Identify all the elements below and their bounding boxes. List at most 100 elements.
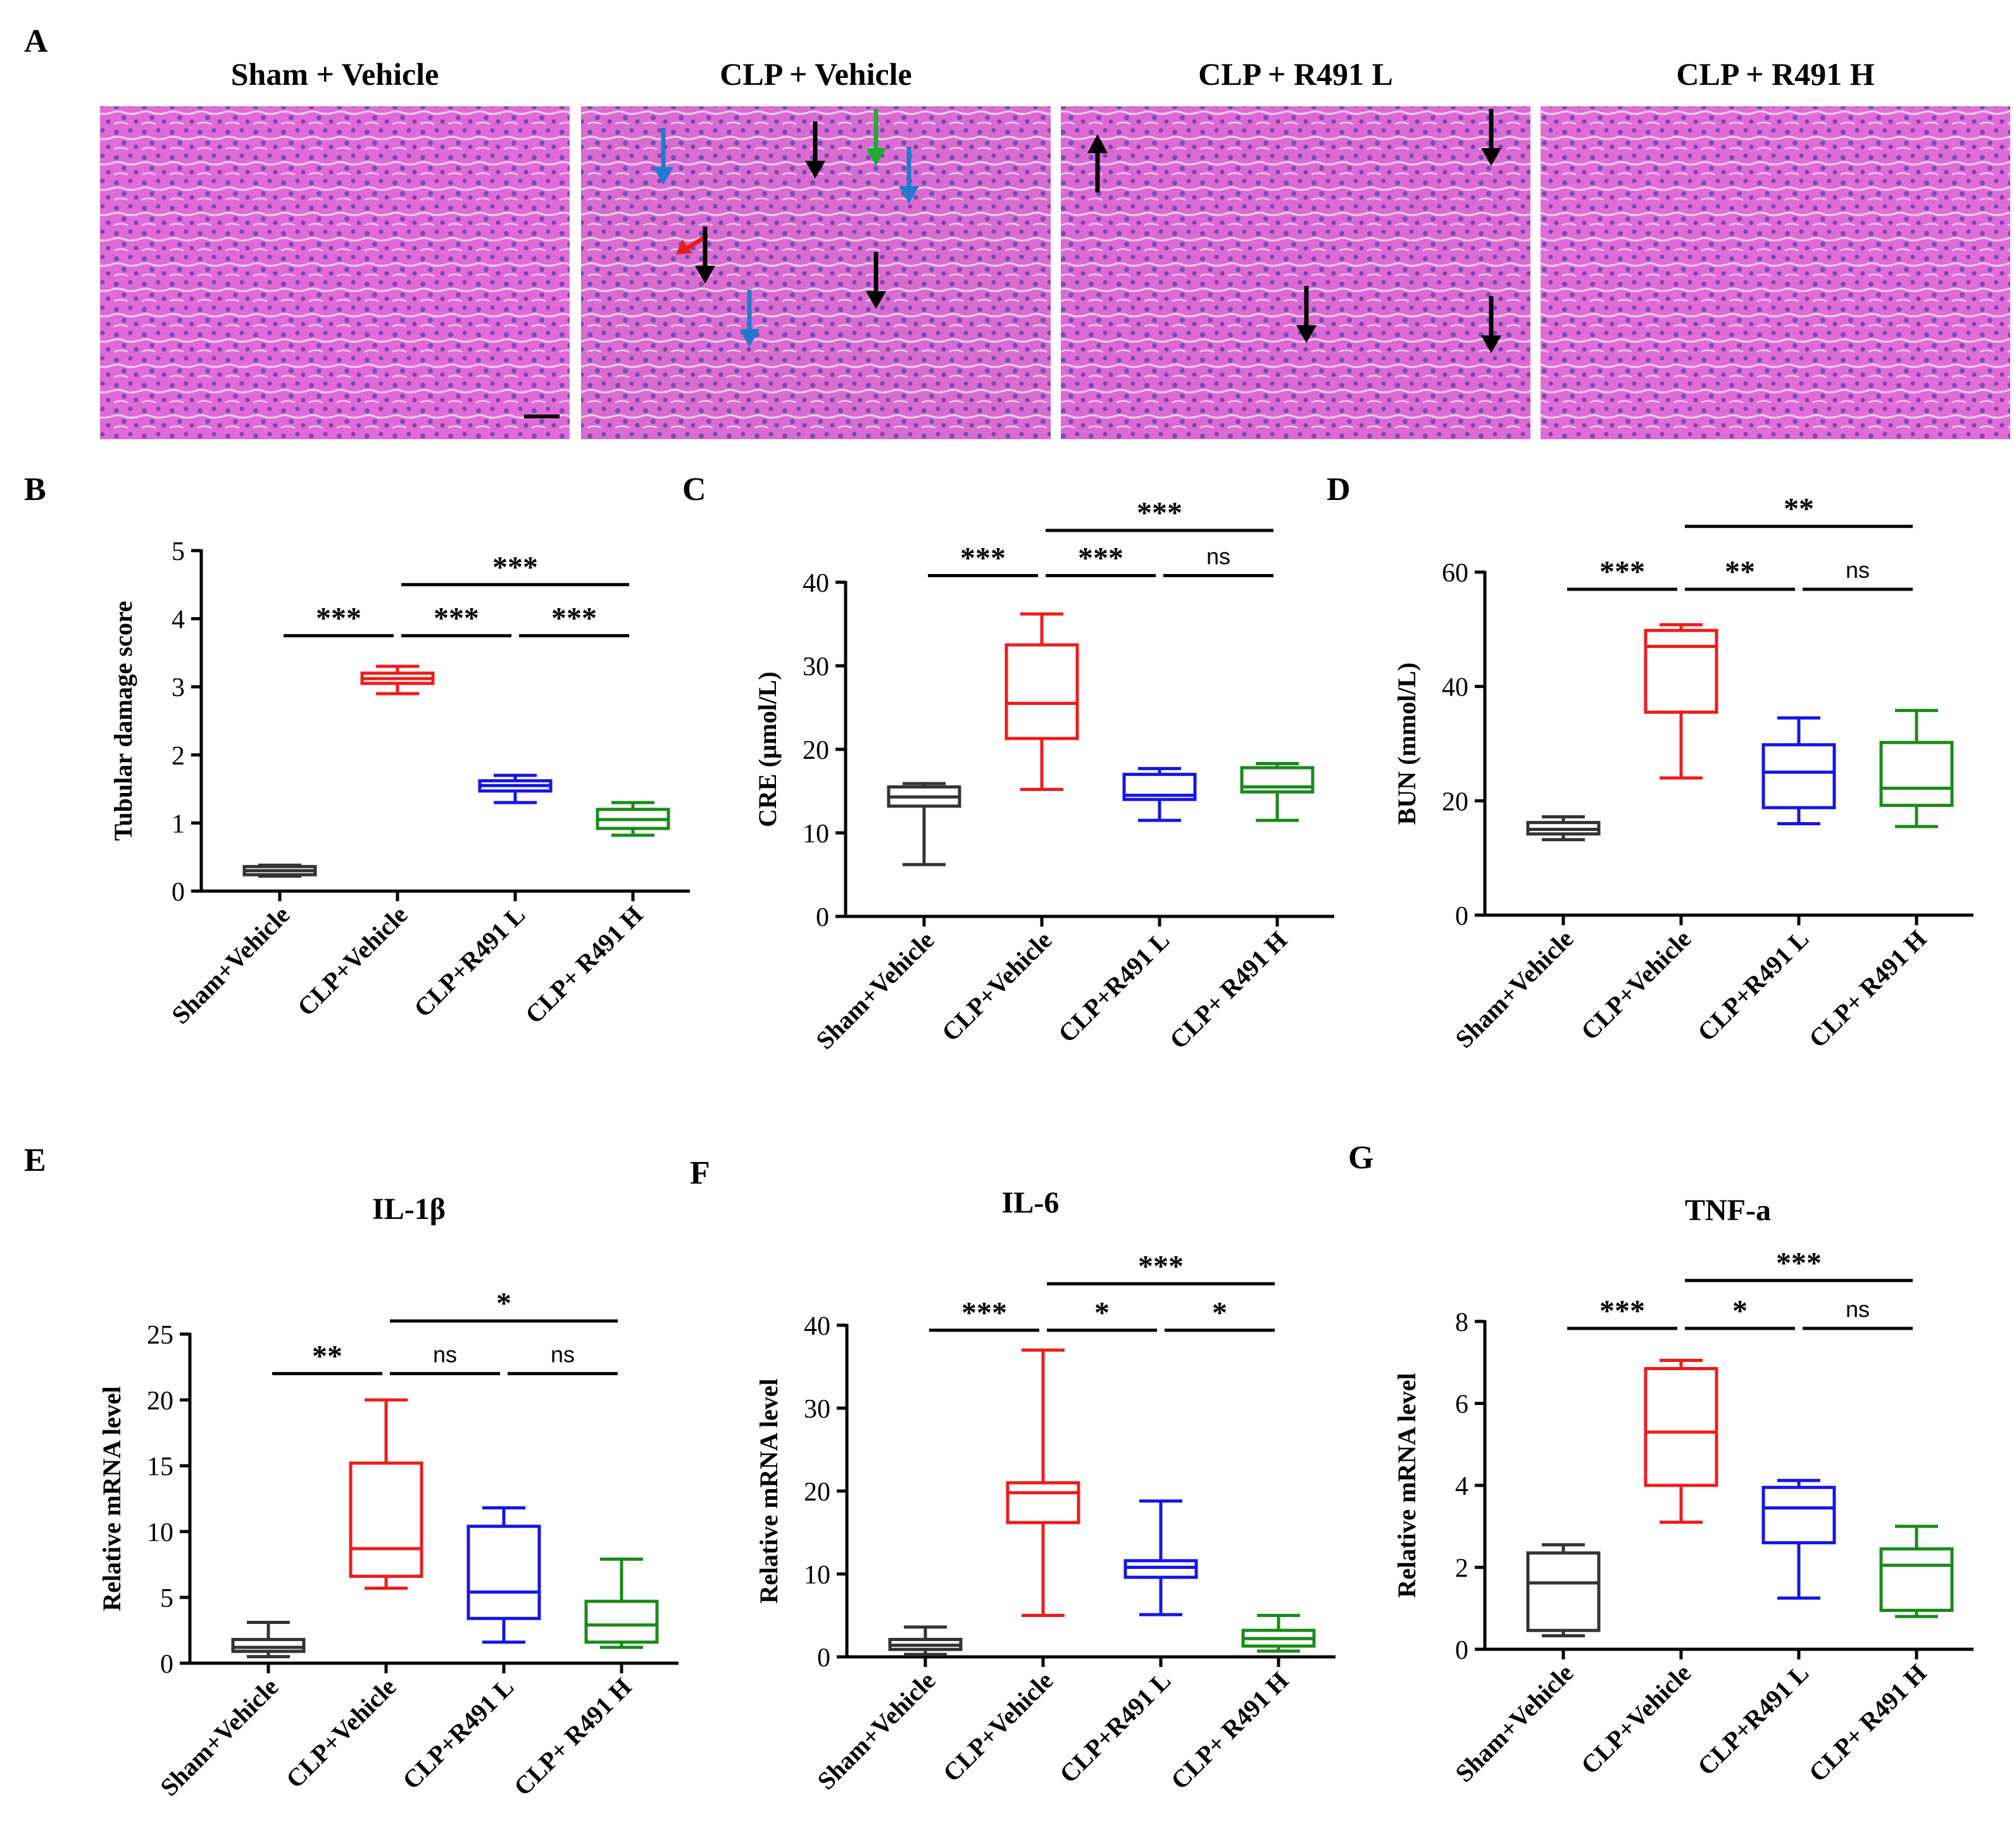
y-tick-label: 30 [804,1395,830,1424]
x-tick-label: CLP+R491 L [1054,1666,1176,1789]
y-tick-label: 20 [1442,787,1468,816]
histology-title: Sham + Vehicle [231,56,439,92]
box-iqr [231,1638,306,1653]
box-iqr [1240,766,1315,794]
y-axis-label: Tubular damage score [109,601,137,840]
annotation-arrowhead [676,239,692,254]
y-tick-label: 4 [1455,1472,1468,1501]
histology-texture [1061,106,1530,439]
significance-label: *** [434,602,479,635]
box-1 [1526,815,1601,842]
box-iqr [1644,1366,1718,1487]
annotation-arrowhead [899,186,919,204]
x-tick-label: Sham+Vehicle [810,926,939,1055]
histology-title: CLP + Vehicle [720,56,912,92]
x-tick-label: CLP+Vehicle [1575,1659,1696,1780]
y-tick-label: 10 [803,820,829,849]
x-tick-label: CLP+R491 L [1053,926,1175,1048]
significance-label: * [496,1287,511,1320]
histology-image-4: CLP + R491 H [1541,56,2010,439]
panel-letter: B [24,471,46,508]
box-3 [478,773,553,804]
chart-title: TNF-a [1685,1194,1771,1227]
y-tick-label: 40 [803,569,829,598]
panel-letter: E [24,1142,46,1178]
box-4 [584,1558,659,1649]
y-tick-label: 2 [172,742,185,771]
significance-label: ns [433,1341,457,1367]
box-2 [1004,612,1079,791]
x-tick-label: CLP+ R491 H [1164,926,1293,1055]
y-tick-label: 5 [160,1584,173,1613]
x-tick-label: CLP+ R491 H [508,1673,637,1802]
x-tick-label: CLP+ R491 H [1165,1666,1294,1795]
x-tick-label: CLP+ R491 H [1803,925,1932,1054]
box-1 [1526,1543,1601,1638]
y-tick-label: 0 [1455,902,1468,931]
x-tick-label: Sham+Vehicle [1449,1659,1579,1788]
box-iqr [1123,1559,1198,1579]
significance-label: ** [1725,555,1755,589]
box-2 [1644,623,1718,780]
histology-title: CLP + R491 H [1676,56,1874,92]
annotation-arrowhead [739,329,760,347]
box-4 [596,801,670,837]
box-3 [1123,1499,1198,1616]
box-iqr [1526,1551,1601,1632]
chart-title: IL-1β [372,1192,446,1226]
y-tick-label: 4 [172,606,185,635]
significance-label: *** [960,541,1006,575]
box-iqr [1122,773,1197,801]
panel-letter: D [1327,471,1351,508]
box-iqr [1879,1547,1954,1612]
significance-label: *** [1138,1250,1184,1283]
annotation-arrowhead [1296,325,1317,343]
histology-texture [100,106,570,439]
x-tick-label: CLP+Vehicle [936,926,1057,1047]
chart-panel-c: C 0 10 20 30 40 CRE (μmol/L) Sham+VehicleCLP+Ve… [682,471,1334,1055]
significance-label: ** [1784,492,1814,526]
x-tick-label: CLP+R491 L [397,1673,519,1795]
x-tick-label: CLP+ R491 H [1803,1659,1932,1788]
chart-title: IL-6 [1002,1186,1060,1220]
histology-image-1: Sham + Vehicle [100,56,570,439]
panel-letter: G [1348,1140,1373,1176]
box-3 [1122,766,1197,822]
annotation-arrowhead [866,291,886,309]
histology-title: CLP + R491 L [1198,56,1393,92]
box-3 [1761,716,1836,825]
box-4 [1241,1614,1316,1653]
box-iqr [1761,743,1836,809]
box-2 [1006,1348,1080,1617]
y-tick-label: 8 [1455,1308,1468,1337]
box-3 [466,1506,541,1644]
significance-label: ns [1846,557,1870,583]
significance-label: *** [1776,1246,1822,1280]
box-4 [1240,761,1315,822]
y-tick-label: 10 [804,1561,830,1590]
significance-label: *** [961,1296,1007,1330]
box-2 [349,1398,423,1590]
annotation-arrowhead [1481,148,1501,166]
y-tick-label: 15 [147,1452,173,1482]
significance-label: * [1094,1296,1110,1330]
y-tick-label: 0 [816,903,829,932]
chart-panel-d: D 0 20 40 60 BUN (mmol/L) Sham+VehicleCLP+Vehi… [1327,471,1973,1054]
panel-letter: C [682,471,706,508]
box-iqr [1761,1485,1836,1545]
y-tick-label: 2 [1455,1554,1468,1583]
box-1 [888,1625,963,1656]
box-2 [360,665,435,696]
significance-label: *** [551,602,597,635]
significance-label: * [1212,1296,1227,1330]
significance-label: *** [492,551,538,584]
box-1 [242,863,317,878]
annotation-arrowhead [1481,335,1501,353]
box-iqr [1004,643,1079,740]
y-tick-label: 20 [803,736,829,765]
y-tick-label: 6 [1455,1390,1468,1420]
box-1 [887,782,961,866]
significance-label: *** [1078,541,1123,575]
significance-label: *** [1599,555,1645,589]
